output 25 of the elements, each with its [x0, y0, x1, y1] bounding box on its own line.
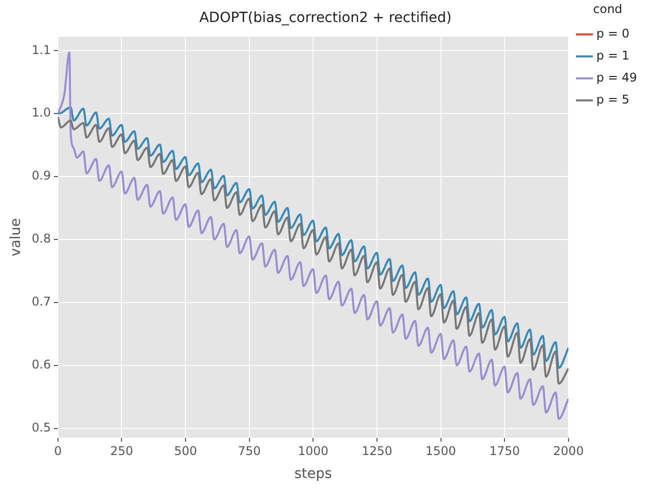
- x-tick-label: 1000: [298, 444, 328, 458]
- y-axis-title: value: [8, 218, 24, 256]
- legend-label: p = 1: [596, 48, 630, 63]
- x-tick-label: 1250: [362, 444, 392, 458]
- x-axis-title: steps: [294, 466, 332, 482]
- y-tick-label: 0.9: [32, 168, 51, 183]
- legend-title: cond: [593, 2, 622, 16]
- chart-title: ADOPT(bias_correction2 + rectified): [199, 10, 452, 26]
- legend-label: p = 0: [596, 26, 630, 41]
- x-tick-label: 0: [54, 444, 62, 458]
- x-tick-label: 1750: [489, 444, 520, 458]
- x-tick-label: 1500: [426, 444, 456, 458]
- y-tick-label: 0.5: [32, 420, 51, 434]
- legend-label: p = 5: [596, 92, 630, 107]
- x-tick-label: 250: [110, 444, 134, 458]
- y-tick-label: 0.8: [32, 232, 51, 246]
- legend-label: p = 49: [596, 70, 638, 85]
- y-tick-label: 0.7: [32, 294, 51, 309]
- y-tick-label: 1.1: [32, 42, 51, 57]
- line-series: [58, 52, 568, 420]
- x-tick-label: 750: [238, 444, 261, 458]
- x-tick-label: 500: [174, 444, 197, 458]
- y-tick-label: 1.0: [32, 106, 51, 120]
- x-tick-label: 2000: [553, 444, 584, 458]
- y-tick-label: 0.6: [32, 358, 51, 372]
